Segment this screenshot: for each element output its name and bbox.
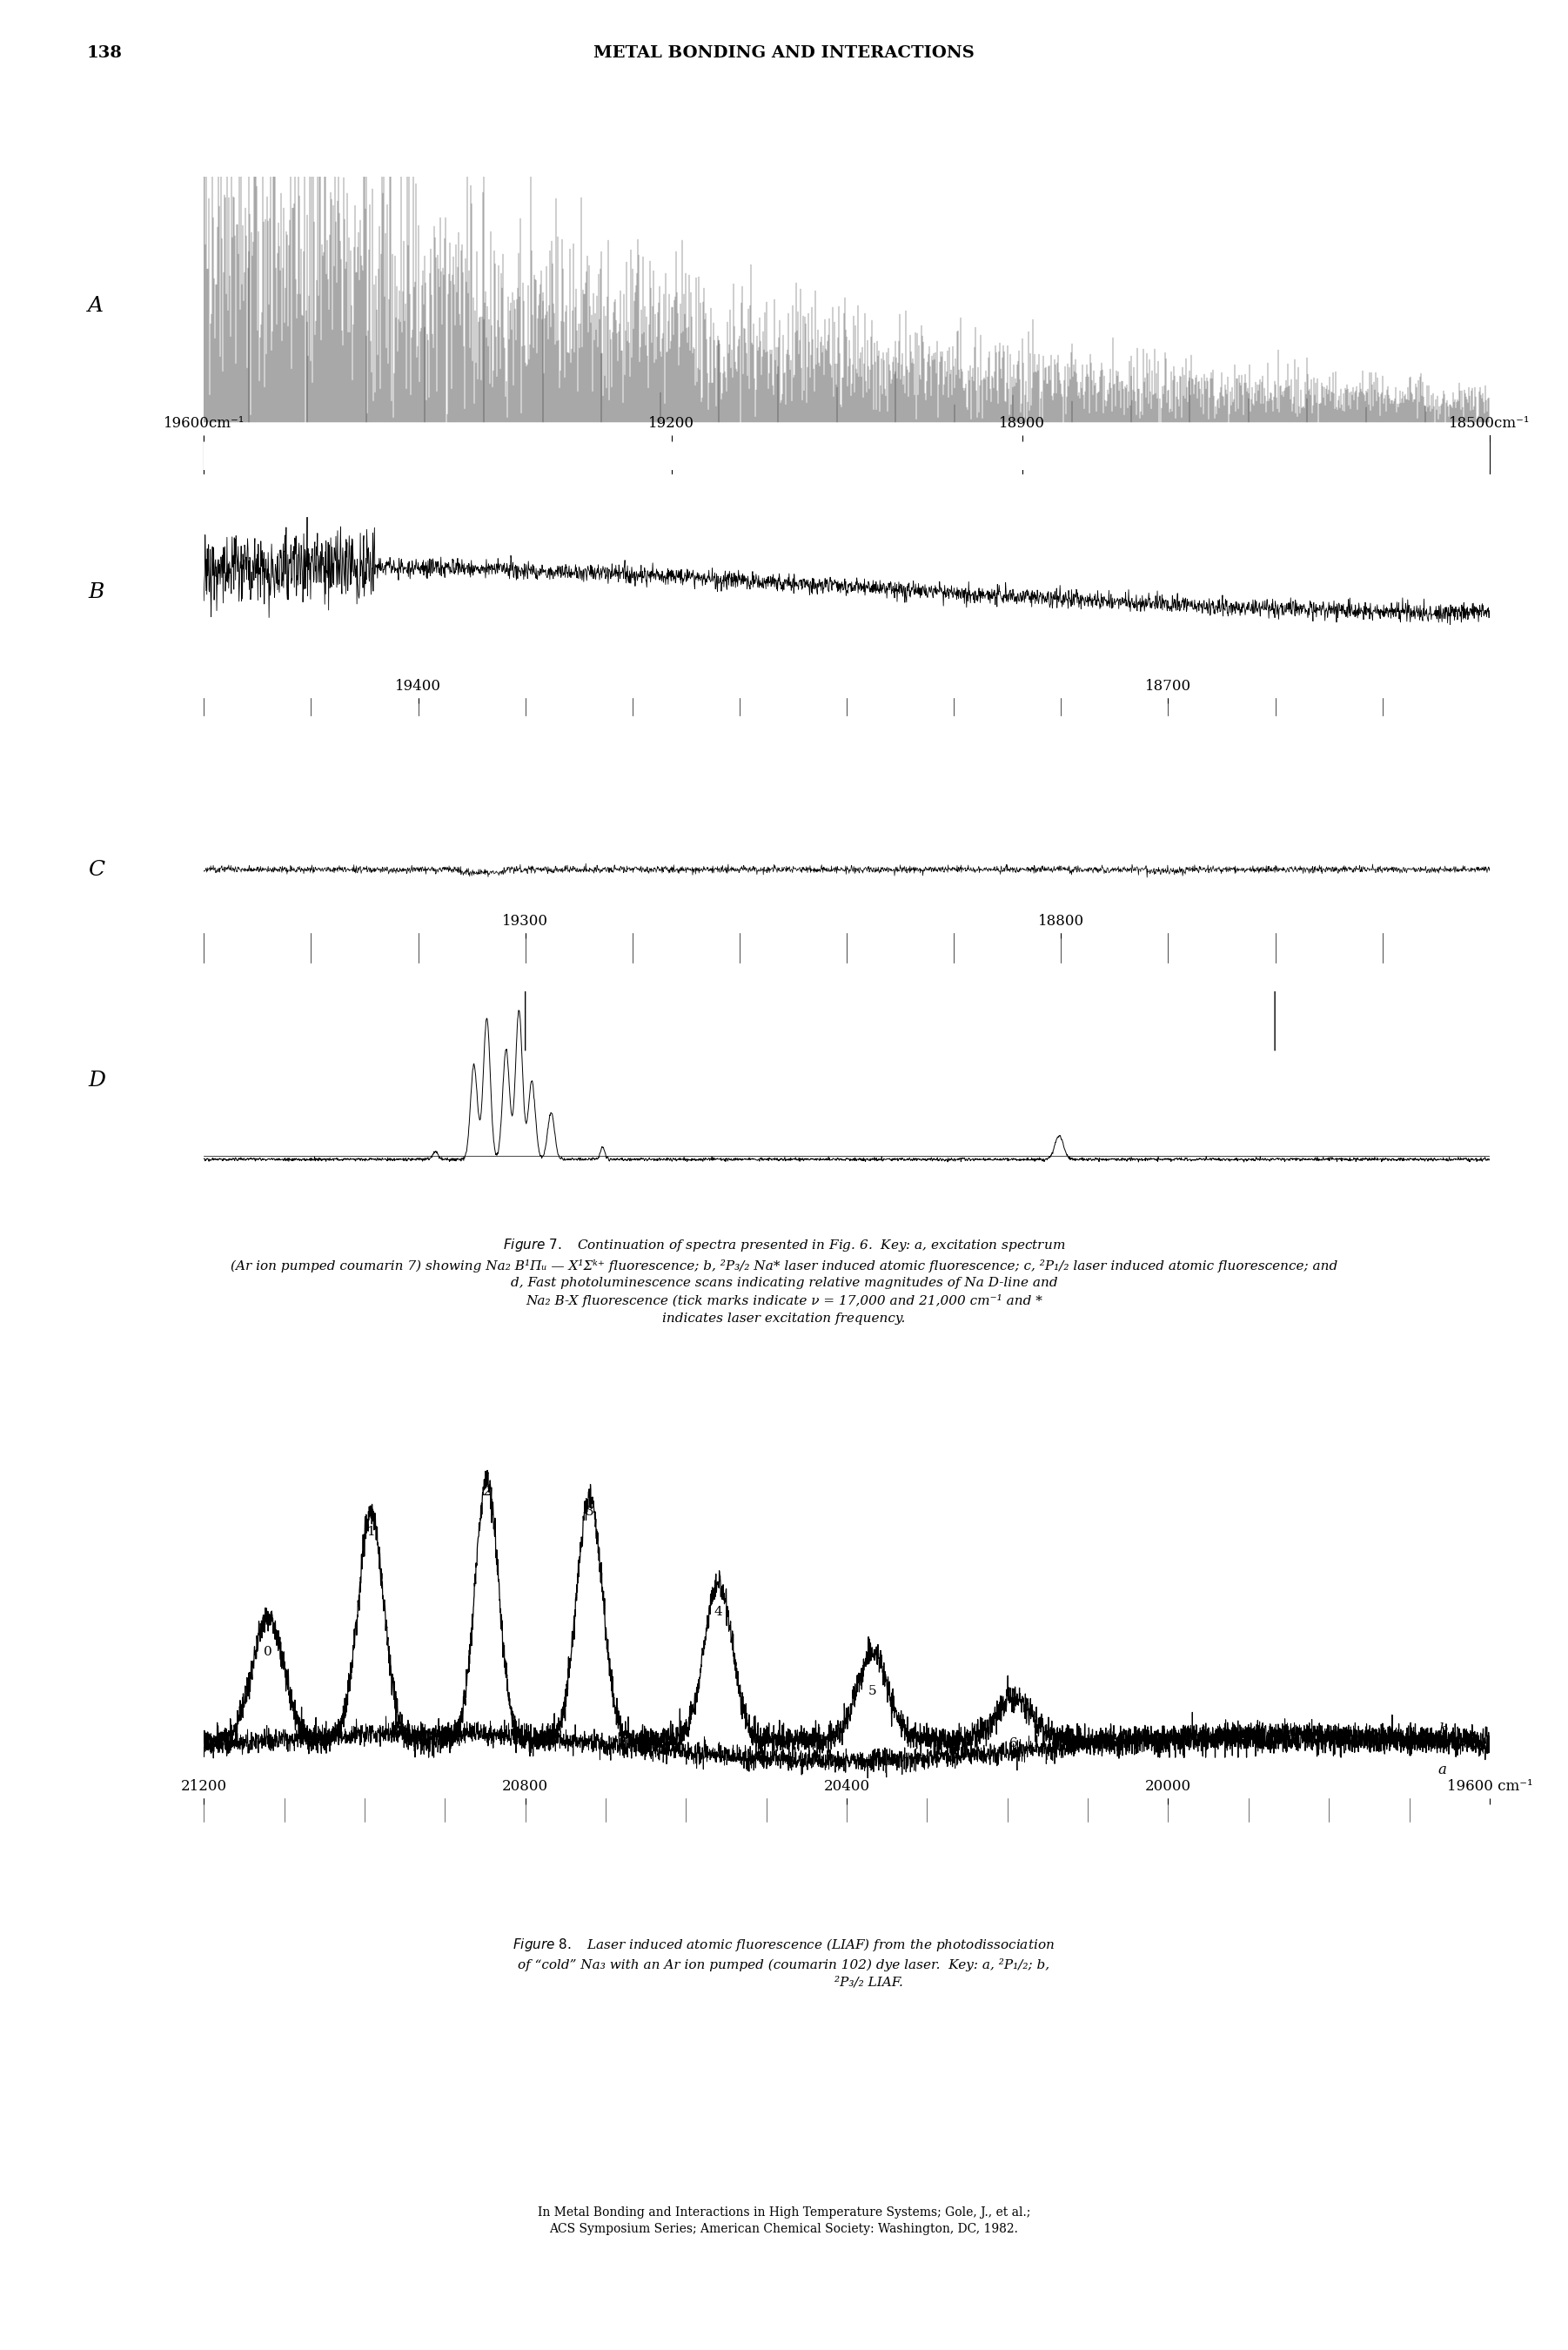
Text: 0: 0 <box>263 1645 273 1657</box>
Text: A: A <box>88 296 103 315</box>
Text: 138: 138 <box>86 45 122 61</box>
Text: D: D <box>88 1072 105 1090</box>
Text: a: a <box>1438 1762 1447 1777</box>
Text: 6: 6 <box>1010 1737 1018 1748</box>
Text: C: C <box>88 860 105 879</box>
Text: METAL BONDING AND INTERACTIONS: METAL BONDING AND INTERACTIONS <box>594 45 974 61</box>
Text: 1: 1 <box>367 1525 375 1537</box>
Text: 3: 3 <box>585 1506 594 1518</box>
Text: b: b <box>1438 1723 1447 1737</box>
Text: 2: 2 <box>483 1485 491 1497</box>
Text: 5: 5 <box>869 1685 877 1697</box>
Text: In Metal Bonding and Interactions in High Temperature Systems; Gole, J., et al.;: In Metal Bonding and Interactions in Hig… <box>538 2207 1030 2235</box>
Text: B: B <box>88 583 103 602</box>
Text: $\it{Figure\ 8.}$   Laser induced atomic fluorescence (LIAF) from the photodisso: $\it{Figure\ 8.}$ Laser induced atomic f… <box>513 1936 1055 1988</box>
Text: $\it{Figure\ 7.}$   Continuation of spectra presented in Fig. 6.  Key: a, excita: $\it{Figure\ 7.}$ Continuation of spectr… <box>230 1236 1338 1325</box>
Text: 4: 4 <box>713 1605 723 1617</box>
